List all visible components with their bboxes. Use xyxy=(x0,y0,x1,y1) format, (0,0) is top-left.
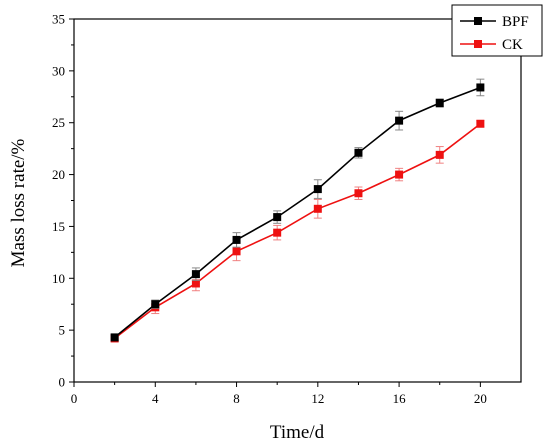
data-point-ck xyxy=(273,228,282,237)
data-point-bpf xyxy=(354,148,363,157)
x-axis-title: Time/d xyxy=(270,422,325,443)
data-point-bpf xyxy=(476,83,485,92)
series-ck xyxy=(110,119,485,343)
y-tick-label: 5 xyxy=(59,323,66,338)
y-axis-title: Mass loss rate/% xyxy=(8,138,29,267)
x-tick-label: 4 xyxy=(152,391,159,406)
legend-marker-bpf xyxy=(474,17,482,25)
data-point-bpf xyxy=(151,300,160,309)
x-tick-label: 0 xyxy=(71,391,78,406)
legend-marker-ck xyxy=(474,40,482,48)
data-point-bpf xyxy=(191,270,200,279)
legend: BPF CK xyxy=(451,4,543,57)
series-layer xyxy=(110,78,485,343)
data-point-ck xyxy=(476,119,485,128)
y-tick-label: 35 xyxy=(52,12,65,27)
data-point-bpf xyxy=(232,235,241,244)
x-tick-label: 16 xyxy=(393,391,407,406)
data-point-bpf xyxy=(395,116,404,125)
data-point-ck xyxy=(191,279,200,288)
series-bpf xyxy=(110,78,485,342)
y-tick-label: 30 xyxy=(52,63,65,78)
legend-label-ck: CK xyxy=(502,37,523,53)
y-tick-label: 10 xyxy=(52,271,65,286)
axes: 0 4 8 12 16 20 0 5 10 15 20 25 30 35 xyxy=(52,12,522,406)
series-line-ck xyxy=(114,123,481,340)
x-tick-label: 12 xyxy=(311,391,324,406)
plot-frame xyxy=(73,18,522,383)
series-line-bpf xyxy=(114,86,481,339)
legend-box xyxy=(451,4,543,57)
x-tick-label: 20 xyxy=(474,391,487,406)
data-point-ck xyxy=(232,247,241,256)
x-tick-label: 8 xyxy=(233,391,240,406)
data-point-bpf xyxy=(313,185,322,194)
y-tick-label: 0 xyxy=(59,375,66,390)
data-point-bpf xyxy=(110,333,119,342)
data-point-ck xyxy=(313,204,322,213)
data-point-bpf xyxy=(273,213,282,222)
y-tick-label: 20 xyxy=(52,167,65,182)
y-tick-label: 15 xyxy=(52,219,65,234)
y-tick-label: 25 xyxy=(52,115,65,130)
data-point-ck xyxy=(354,189,363,198)
data-point-ck xyxy=(435,150,444,159)
data-point-ck xyxy=(395,170,404,179)
data-point-bpf xyxy=(435,99,444,108)
legend-label-bpf: BPF xyxy=(502,14,529,30)
